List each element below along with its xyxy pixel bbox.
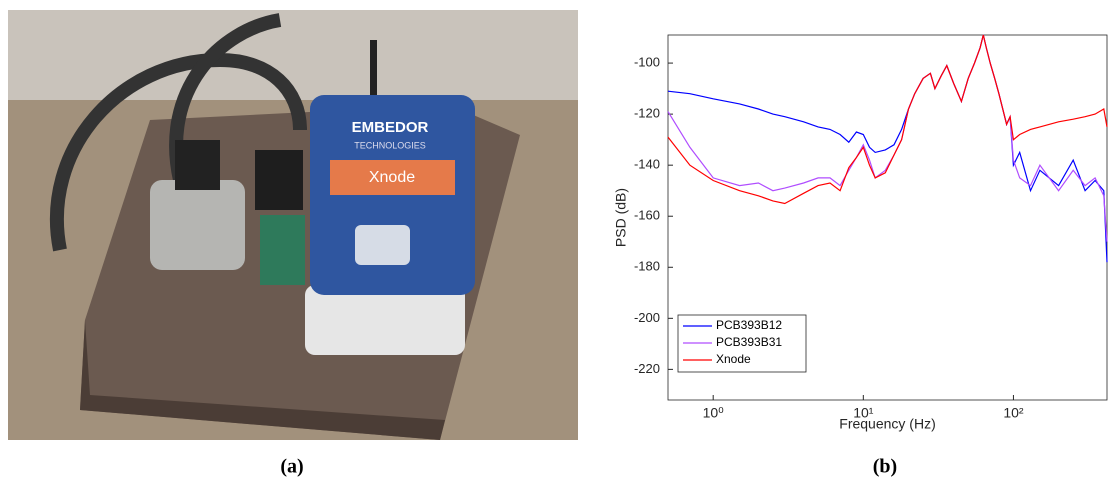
connector: [175, 140, 220, 190]
board: [260, 215, 305, 285]
legend-label: PCB393B31: [716, 335, 782, 349]
y-axis-label: PSD (dB): [613, 188, 629, 247]
sensor: [150, 180, 245, 270]
y-tick-label: -100: [634, 55, 660, 70]
sensor-2: [255, 150, 303, 210]
y-tick-label: -120: [634, 106, 660, 121]
x-tick-label: 10²: [1003, 405, 1024, 421]
window: [355, 225, 410, 265]
enclosure-base: [305, 285, 465, 355]
photo-label: TECHNOLOGIES: [354, 140, 426, 150]
y-tick-label: -160: [634, 208, 660, 223]
figure: EMBEDOR TECHNOLOGIES Xnode (a) (b) -220 -…: [0, 0, 1108, 490]
y-tick-label: -220: [634, 361, 660, 376]
x-tick-label: 10⁰: [703, 405, 725, 421]
caption: (b): [873, 456, 897, 478]
x-axis-label: Frequency (Hz): [839, 416, 935, 432]
photo-label: EMBEDOR: [352, 119, 429, 136]
y-tick-label: -200: [634, 310, 660, 325]
y-tick-label: -140: [634, 157, 660, 172]
caption: (a): [280, 456, 303, 478]
y-tick-label: -180: [634, 259, 660, 274]
photo-label: Xnode: [369, 169, 415, 186]
photo: EMBEDOR TECHNOLOGIES Xnode: [8, 10, 578, 440]
legend-label: Xnode: [716, 352, 751, 366]
legend-label: PCB393B12: [716, 318, 782, 332]
